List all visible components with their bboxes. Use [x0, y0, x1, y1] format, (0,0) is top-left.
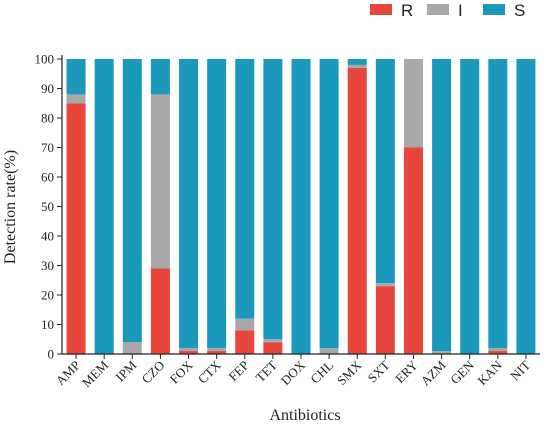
x-tick-label-ctx: CTX	[195, 357, 224, 386]
bar-chl-i	[319, 348, 339, 354]
y-tick-label-40: 40	[41, 229, 54, 244]
x-tick-label-smx: SMX	[334, 357, 365, 388]
legend-label-r: R	[401, 1, 413, 20]
bar-ctx-i	[207, 348, 227, 352]
x-tick-label-fep: FEP	[225, 358, 251, 384]
bar-smx-i	[347, 64, 367, 68]
x-tick-label-fox: FOX	[167, 357, 196, 386]
bar-kan-r	[488, 351, 508, 354]
bar-amp-r	[66, 103, 86, 354]
bar-fep-r	[235, 330, 255, 354]
x-tick-label-tet: TET	[253, 357, 280, 384]
bar-dox-s	[291, 59, 311, 354]
bar-fox-s	[179, 59, 199, 349]
x-tick-label-sxt: SXT	[364, 357, 392, 385]
bar-amp-s	[66, 59, 86, 95]
x-tick-label-amp: AMP	[53, 358, 84, 389]
bar-kan-i	[488, 348, 508, 352]
bar-tet-i	[263, 339, 283, 343]
x-tick-label-kan: KAN	[474, 357, 505, 388]
x-tick-label-czo: CZO	[139, 358, 168, 387]
bar-czo-r	[150, 268, 170, 354]
bar-ery-r	[403, 147, 423, 354]
bar-tet-r	[263, 342, 283, 354]
bar-fep-s	[235, 59, 255, 319]
bar-ctx-s	[207, 59, 227, 349]
y-tick-label-30: 30	[41, 258, 54, 273]
x-tick-label-chl: CHL	[307, 357, 336, 386]
bar-chl-s	[319, 59, 339, 349]
legend-label-i: I	[458, 1, 463, 20]
bar-ipm-s	[122, 59, 142, 343]
y-axis-label: Detection rate(%)	[2, 150, 19, 264]
bar-czo-s	[150, 59, 170, 95]
bar-tet-s	[263, 59, 283, 340]
y-tick-label-10: 10	[41, 317, 54, 332]
legend-label-s: S	[514, 1, 525, 20]
x-tick-label-ery: ERY	[392, 357, 421, 386]
x-axis-label: Antibiotics	[269, 407, 340, 424]
bar-czo-i	[150, 94, 170, 269]
bars	[66, 59, 536, 354]
bar-ery-i	[403, 59, 423, 148]
bar-fox-i	[179, 348, 199, 352]
y-tick-label-90: 90	[41, 81, 54, 96]
x-tick-label-gen: GEN	[447, 357, 477, 387]
legend-swatch-s	[483, 4, 505, 15]
bar-fep-i	[235, 318, 255, 331]
bar-smx-r	[347, 67, 367, 354]
bar-mem-s	[94, 59, 114, 354]
bar-amp-i	[66, 94, 86, 104]
x-tick-label-nit: NIT	[507, 357, 533, 383]
bar-fox-r	[179, 351, 199, 354]
legend-swatch-i	[427, 4, 449, 15]
bar-sxt-s	[375, 59, 395, 284]
bar-nit-s	[516, 59, 536, 354]
bar-ipm-i	[122, 342, 142, 354]
y-tick-label-70: 70	[41, 140, 54, 155]
bar-azm-s	[432, 59, 452, 352]
x-tick-label-dox: DOX	[278, 357, 309, 388]
bar-kan-s	[488, 59, 508, 349]
bar-sxt-r	[375, 286, 395, 354]
y-tick-label-80: 80	[41, 111, 54, 126]
bar-azm-i	[432, 351, 452, 354]
bar-sxt-i	[375, 283, 395, 287]
y-tick-label-50: 50	[41, 199, 54, 214]
y-tick-label-60: 60	[41, 170, 54, 185]
bar-ctx-r	[207, 351, 227, 354]
bar-gen-s	[460, 59, 480, 354]
y-tick-label-0: 0	[48, 347, 55, 362]
x-tick-label-mem: MEM	[79, 357, 112, 390]
x-tick-label-ipm: IPM	[112, 357, 139, 384]
y-tick-label-20: 20	[41, 288, 54, 303]
x-tick-label-azm: AZM	[418, 357, 449, 388]
legend-swatch-r	[370, 4, 392, 15]
bar-smx-s	[347, 59, 367, 65]
y-tick-label-100: 100	[35, 52, 55, 67]
